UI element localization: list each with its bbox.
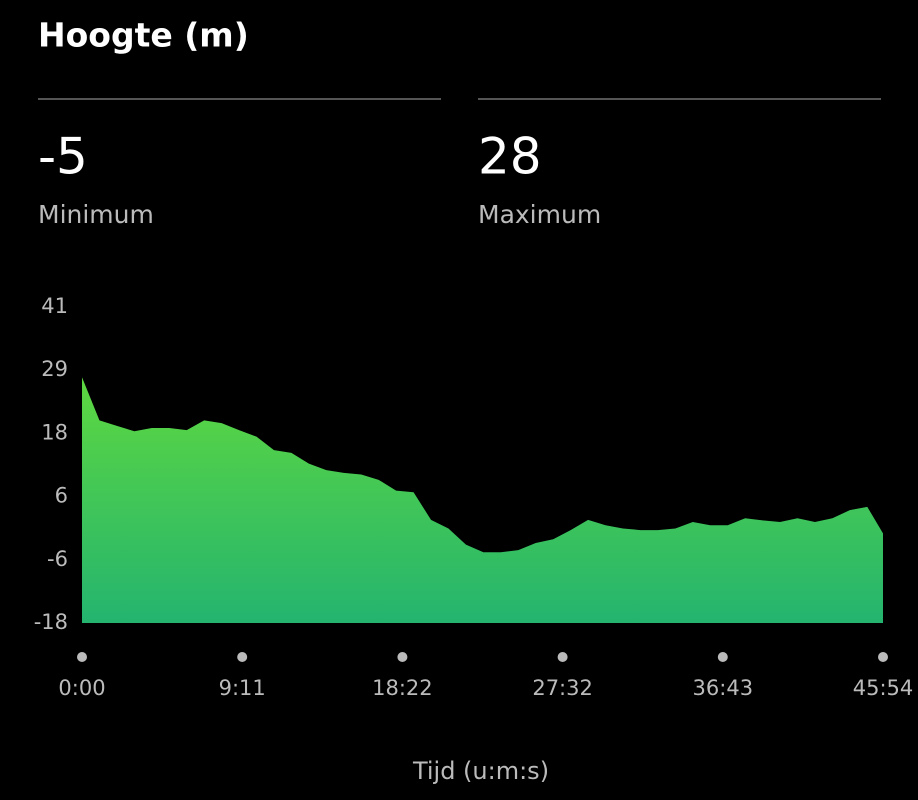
x-tick-dot xyxy=(878,652,888,662)
stat-label: Minimum xyxy=(38,200,154,229)
x-tick-label: 18:22 xyxy=(372,676,433,700)
y-tick-label: 41 xyxy=(41,294,68,318)
x-tick-label: 36:43 xyxy=(693,676,754,700)
y-tick-label: 6 xyxy=(55,484,68,508)
x-tick-dot xyxy=(557,652,568,662)
x-tick-dot xyxy=(397,652,408,662)
x-tick-label: 9:11 xyxy=(219,676,266,700)
stat-value: 28 xyxy=(478,128,542,186)
x-tick-dot xyxy=(237,652,248,662)
y-tick-label: -6 xyxy=(47,547,68,571)
title: Hoogte (m) xyxy=(38,16,249,55)
x-tick-label: 27:32 xyxy=(532,676,593,700)
x-axis-label: Tijd (u:m:s) xyxy=(412,757,549,785)
elevation-area xyxy=(82,377,883,623)
x-tick-label: 0:00 xyxy=(58,676,105,700)
x-tick-dot xyxy=(77,652,87,662)
stat-label: Maximum xyxy=(478,200,601,229)
stat-value: -5 xyxy=(38,128,88,186)
y-tick-label: -18 xyxy=(34,610,68,634)
y-tick-label: 18 xyxy=(41,420,68,444)
x-tick-dot xyxy=(717,652,728,662)
x-tick-label: 45:54 xyxy=(853,676,914,700)
y-tick-label: 29 xyxy=(41,357,68,381)
